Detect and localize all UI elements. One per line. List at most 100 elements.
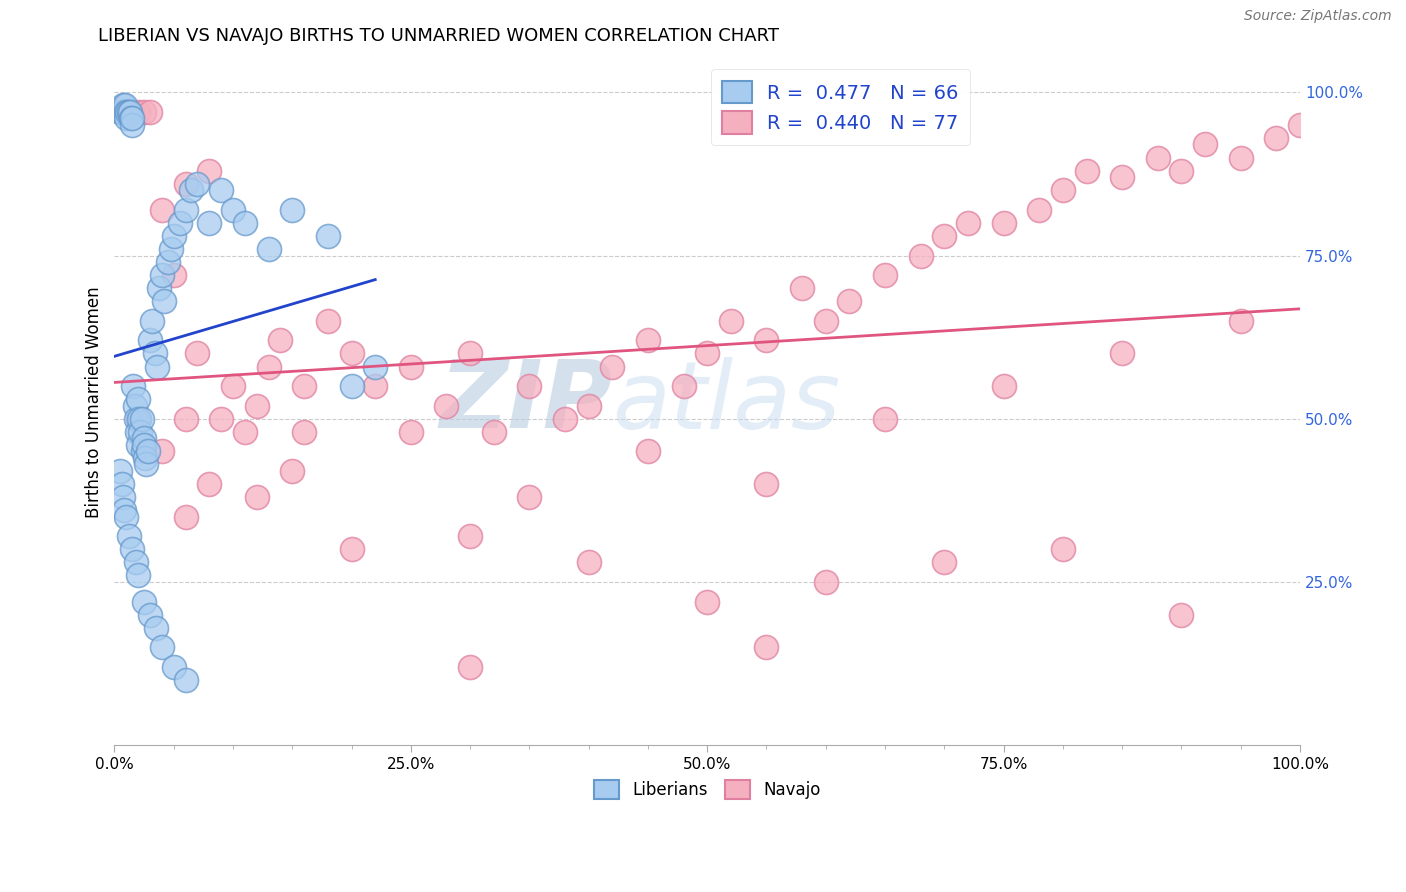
Point (115, 104, 138, 119)
Point (174, 411, 197, 425)
Point (156, 255, 179, 269)
Point (1289, 118, 1312, 132)
Point (121, 118, 143, 132)
Point (136, 444, 159, 458)
Point (134, 450, 156, 465)
Point (198, 216, 221, 230)
Point (174, 509, 197, 524)
Point (115, 112, 138, 126)
Point (957, 216, 980, 230)
Point (434, 399, 457, 413)
Point (233, 216, 256, 230)
Point (120, 112, 142, 126)
Point (117, 529, 139, 543)
Point (125, 411, 148, 425)
Point (1028, 202, 1050, 217)
Point (153, 294, 176, 309)
Point (132, 438, 155, 452)
Point (696, 594, 718, 608)
Point (112, 503, 135, 517)
Point (910, 248, 932, 262)
Point (112, 104, 135, 119)
Point (117, 104, 139, 119)
Point (132, 444, 155, 458)
Text: Source: ZipAtlas.com: Source: ZipAtlas.com (1244, 9, 1392, 23)
Point (110, 464, 132, 478)
Point (222, 379, 245, 393)
Point (519, 490, 541, 504)
Point (146, 359, 169, 374)
Point (125, 556, 148, 570)
Point (1229, 314, 1251, 328)
Point (174, 202, 197, 217)
Point (672, 379, 695, 393)
Point (340, 346, 363, 360)
Point (150, 202, 173, 217)
Point (1265, 131, 1288, 145)
Point (246, 399, 269, 413)
Point (720, 314, 742, 328)
Point (458, 660, 481, 674)
Point (578, 399, 600, 413)
Point (127, 438, 149, 452)
Point (163, 268, 186, 282)
Point (139, 607, 162, 622)
Text: atlas: atlas (613, 357, 841, 448)
Point (246, 490, 269, 504)
Point (124, 399, 146, 413)
Point (127, 104, 149, 119)
Point (993, 216, 1015, 230)
Point (186, 346, 208, 360)
Point (180, 183, 202, 197)
Point (1229, 151, 1251, 165)
Text: LIBERIAN VS NAVAJO BIRTHS TO UNMARRIED WOMEN CORRELATION CHART: LIBERIAN VS NAVAJO BIRTHS TO UNMARRIED W… (98, 27, 779, 45)
Point (174, 673, 197, 687)
Point (316, 228, 339, 243)
Point (139, 104, 162, 119)
Point (281, 464, 304, 478)
Point (519, 379, 541, 393)
Point (141, 314, 163, 328)
Point (364, 379, 387, 393)
Point (316, 314, 339, 328)
Point (814, 314, 837, 328)
Point (143, 346, 166, 360)
Point (1170, 163, 1192, 178)
Point (163, 228, 186, 243)
Point (132, 594, 155, 608)
Point (132, 431, 155, 445)
Point (1194, 137, 1216, 152)
Point (1076, 163, 1098, 178)
Point (150, 444, 173, 458)
Point (578, 556, 600, 570)
Point (174, 177, 197, 191)
Point (458, 529, 481, 543)
Point (122, 379, 145, 393)
Point (292, 379, 315, 393)
Point (163, 660, 186, 674)
Point (1052, 542, 1074, 557)
Point (364, 359, 387, 374)
Point (209, 411, 232, 425)
Point (340, 542, 363, 557)
Point (755, 640, 778, 655)
Point (127, 392, 149, 407)
Point (148, 281, 170, 295)
Point (128, 411, 150, 425)
Point (281, 202, 304, 217)
Point (110, 477, 132, 491)
Point (934, 228, 956, 243)
Point (257, 359, 280, 374)
Point (115, 509, 138, 524)
Point (127, 568, 149, 582)
Point (117, 104, 139, 119)
Point (934, 556, 956, 570)
Point (125, 425, 148, 439)
Point (169, 216, 191, 230)
Point (482, 425, 505, 439)
Point (873, 411, 896, 425)
Y-axis label: Births to Unmarried Women: Births to Unmarried Women (86, 286, 103, 518)
Point (458, 346, 481, 360)
Point (115, 104, 138, 119)
Point (233, 425, 256, 439)
